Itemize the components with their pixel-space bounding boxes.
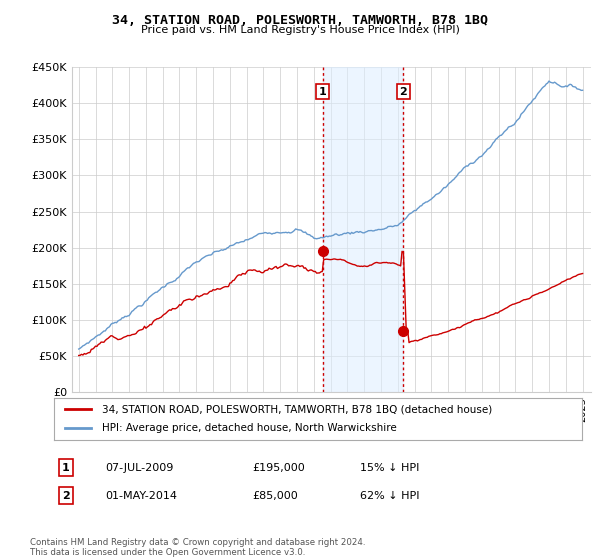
Text: 01-MAY-2014: 01-MAY-2014 — [105, 491, 177, 501]
Text: 1: 1 — [62, 463, 70, 473]
Text: 34, STATION ROAD, POLESWORTH, TAMWORTH, B78 1BQ (detached house): 34, STATION ROAD, POLESWORTH, TAMWORTH, … — [101, 404, 492, 414]
Text: Price paid vs. HM Land Registry's House Price Index (HPI): Price paid vs. HM Land Registry's House … — [140, 25, 460, 35]
Text: 07-JUL-2009: 07-JUL-2009 — [105, 463, 173, 473]
Text: 2: 2 — [62, 491, 70, 501]
Text: HPI: Average price, detached house, North Warwickshire: HPI: Average price, detached house, Nort… — [101, 423, 396, 433]
Text: 1: 1 — [319, 87, 326, 96]
Text: £85,000: £85,000 — [252, 491, 298, 501]
Text: 62% ↓ HPI: 62% ↓ HPI — [360, 491, 419, 501]
Text: £195,000: £195,000 — [252, 463, 305, 473]
Text: Contains HM Land Registry data © Crown copyright and database right 2024.
This d: Contains HM Land Registry data © Crown c… — [30, 538, 365, 557]
Text: 2: 2 — [400, 87, 407, 96]
Text: 34, STATION ROAD, POLESWORTH, TAMWORTH, B78 1BQ: 34, STATION ROAD, POLESWORTH, TAMWORTH, … — [112, 14, 488, 27]
Bar — [323, 67, 403, 392]
Text: 15% ↓ HPI: 15% ↓ HPI — [360, 463, 419, 473]
